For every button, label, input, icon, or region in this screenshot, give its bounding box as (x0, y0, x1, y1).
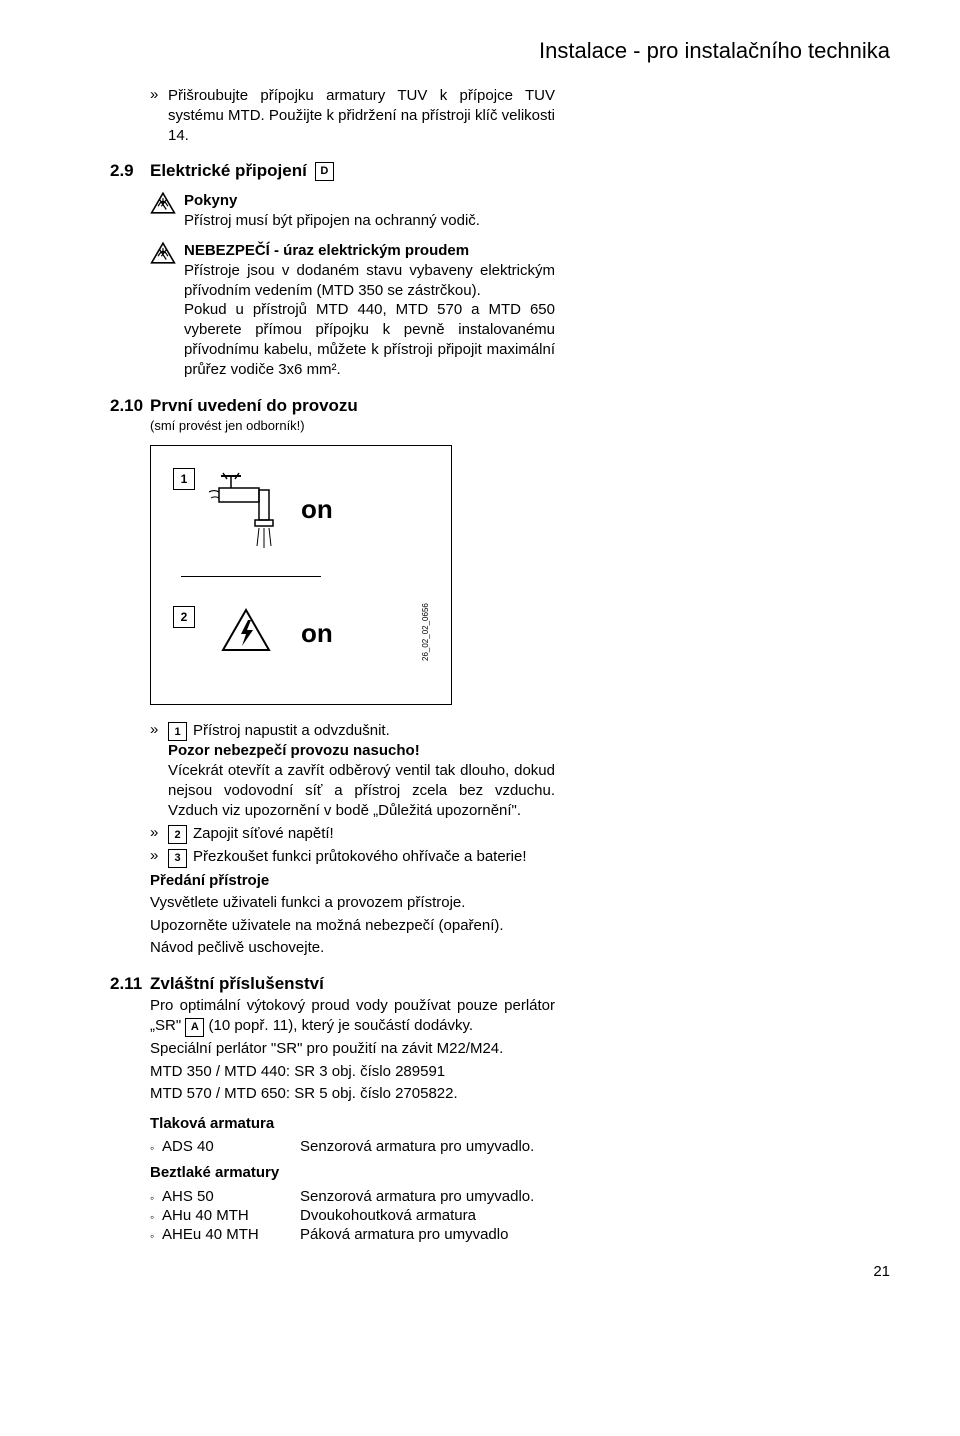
step-2-box: 2 (168, 825, 187, 844)
sec-num: 2.11 (110, 974, 150, 994)
acc-aheu40: ◦AHEu 40 MTH Páková armatura pro umyvadl… (150, 1226, 890, 1243)
bullet-circ: ◦ (150, 1210, 162, 1224)
diagram-step-1-box: 1 (173, 468, 195, 490)
instr-2: » 2 Zapojit síťové napětí! (150, 824, 555, 845)
sec-num: 2.9 (110, 161, 150, 181)
section-2-9-heading: 2.9 Elektrické připojení D (110, 161, 890, 181)
handover-title: Předání přístroje (150, 871, 555, 891)
s211-p1b: (10 popř. 11), který je součástí dodávky… (204, 1017, 473, 1034)
bullet-circ: ◦ (150, 1191, 162, 1205)
acc-label: AHEu 40 MTH (162, 1226, 259, 1243)
danger-p2: Pokud u přístrojů MTD 440, MTD 570 a MTD… (184, 301, 555, 377)
intro-bullet: » Přišroubujte přípojku armatury TUV k p… (150, 86, 555, 145)
s211-p2: Speciální perlátor "SR" pro použití na z… (150, 1039, 555, 1059)
page-header: Instalace - pro instalačního technika (110, 38, 890, 64)
commissioning-diagram: 1 on 2 on 26_02_02_0656 (150, 445, 452, 705)
acc-desc: Senzorová armatura pro umyvadlo. (300, 1138, 534, 1155)
s211-p1: Pro optimální výtokový proud vody použív… (150, 996, 555, 1037)
electric-warning-icon (221, 608, 271, 652)
instr-1-para: Vícekrát otevřít a zavřít odběrový venti… (168, 762, 555, 819)
step-1-box: 1 (168, 722, 187, 741)
pokyny-bold: Pokyny (184, 192, 237, 209)
page-number: 21 (110, 1263, 890, 1280)
acc-ahs50: ◦AHS 50 Senzorová armatura pro umyvadlo. (150, 1188, 890, 1205)
acc-label: AHS 50 (162, 1188, 214, 1205)
raquo-marker: » (150, 824, 168, 841)
faucet-icon (209, 470, 279, 550)
s211-p4: MTD 570 / MTD 650: SR 5 obj. číslo 27058… (150, 1084, 555, 1104)
instr-2-text: Zapojit síťové napětí! (193, 825, 334, 842)
instr-1-text: Přístroj napustit a odvzdušnit. (193, 722, 390, 739)
raquo-marker: » (150, 86, 168, 103)
acc-label: ADS 40 (162, 1138, 214, 1155)
pokyny-body: Přístroj musí být připojen na ochranný v… (184, 212, 480, 229)
raquo-marker: » (150, 721, 168, 738)
s211-p3: MTD 350 / MTD 440: SR 3 obj. číslo 28959… (150, 1062, 555, 1082)
tlakova-heading: Tlaková armatura (150, 1114, 555, 1134)
handover-l3: Návod pečlivě uschovejte. (150, 938, 555, 958)
beztlake-heading: Beztlaké armatury (150, 1163, 890, 1183)
warning-danger: NEBEZPEČÍ - úraz elektrickým proudem Pří… (150, 241, 555, 380)
warning-pokyny-text: Pokyny Přístroj musí být připojen na och… (184, 191, 480, 231)
warning-pokyny: Pokyny Přístroj musí být připojen na och… (150, 191, 555, 231)
letter-a-box: A (185, 1018, 204, 1037)
acc-ads40: ◦ADS 40 Senzorová armatura pro umyvadlo. (150, 1138, 890, 1155)
acc-desc: Páková armatura pro umyvadlo (300, 1226, 508, 1243)
danger-p1: Přístroje jsou v dodaném stavu vybaveny … (184, 262, 555, 299)
section-2-11-heading: 2.11 Zvláštní příslušenství (110, 974, 890, 994)
acc-ahu40: ◦AHu 40 MTH Dvoukohoutková armatura (150, 1207, 890, 1224)
diagram-on-1: on (301, 494, 333, 525)
instr-1: » 1 Přístroj napustit a odvzdušnit. Pozor… (150, 721, 555, 821)
acc-desc: Senzorová armatura pro umyvadlo. (300, 1188, 534, 1205)
instr-3: » 3 Přezkoušet funkci průtokového ohřívač… (150, 847, 555, 868)
sec-title-text: Elektrické připojení (150, 161, 307, 181)
danger-bold: NEBEZPEČÍ - úraz elektrickým proudem (184, 242, 469, 259)
instr-1-bold: Pozor nebezpečí provozu nasucho! (168, 742, 420, 759)
letter-d-box: D (315, 162, 334, 181)
section-2-10-heading: 2.10 První uvedení do provozu (110, 396, 890, 416)
diagram-code: 26_02_02_0656 (421, 603, 430, 661)
handover-l1: Vysvětlete uživateli funkci a provozem p… (150, 893, 555, 913)
raquo-marker: » (150, 847, 168, 864)
intro-text: Přišroubujte přípojku armatury TUV k pří… (168, 86, 555, 145)
bullet-circ: ◦ (150, 1141, 162, 1155)
warning-danger-text: NEBEZPEČÍ - úraz elektrickým proudem Pří… (184, 241, 555, 380)
warning-triangle-icon (150, 191, 178, 220)
diagram-step-2-box: 2 (173, 606, 195, 628)
sec-title: Elektrické připojení D (150, 161, 334, 181)
diagram-on-2: on (301, 618, 333, 649)
warning-triangle-icon (150, 241, 178, 270)
diagram-divider (181, 576, 321, 577)
sec-num: 2.10 (110, 396, 150, 416)
acc-desc: Dvoukohoutková armatura (300, 1207, 476, 1224)
acc-label: AHu 40 MTH (162, 1207, 249, 1224)
handover-l2: Upozorněte uživatele na možná nebezpečí … (150, 916, 555, 936)
sec-title: Zvláštní příslušenství (150, 974, 324, 994)
bullet-circ: ◦ (150, 1229, 162, 1243)
section-2-10-note: (smí provést jen odborník!) (150, 418, 890, 433)
step-3-box: 3 (168, 849, 187, 868)
sec-title: První uvedení do provozu (150, 396, 358, 416)
instr-3-text: Přezkoušet funkci průtokového ohřívače a… (193, 848, 527, 865)
